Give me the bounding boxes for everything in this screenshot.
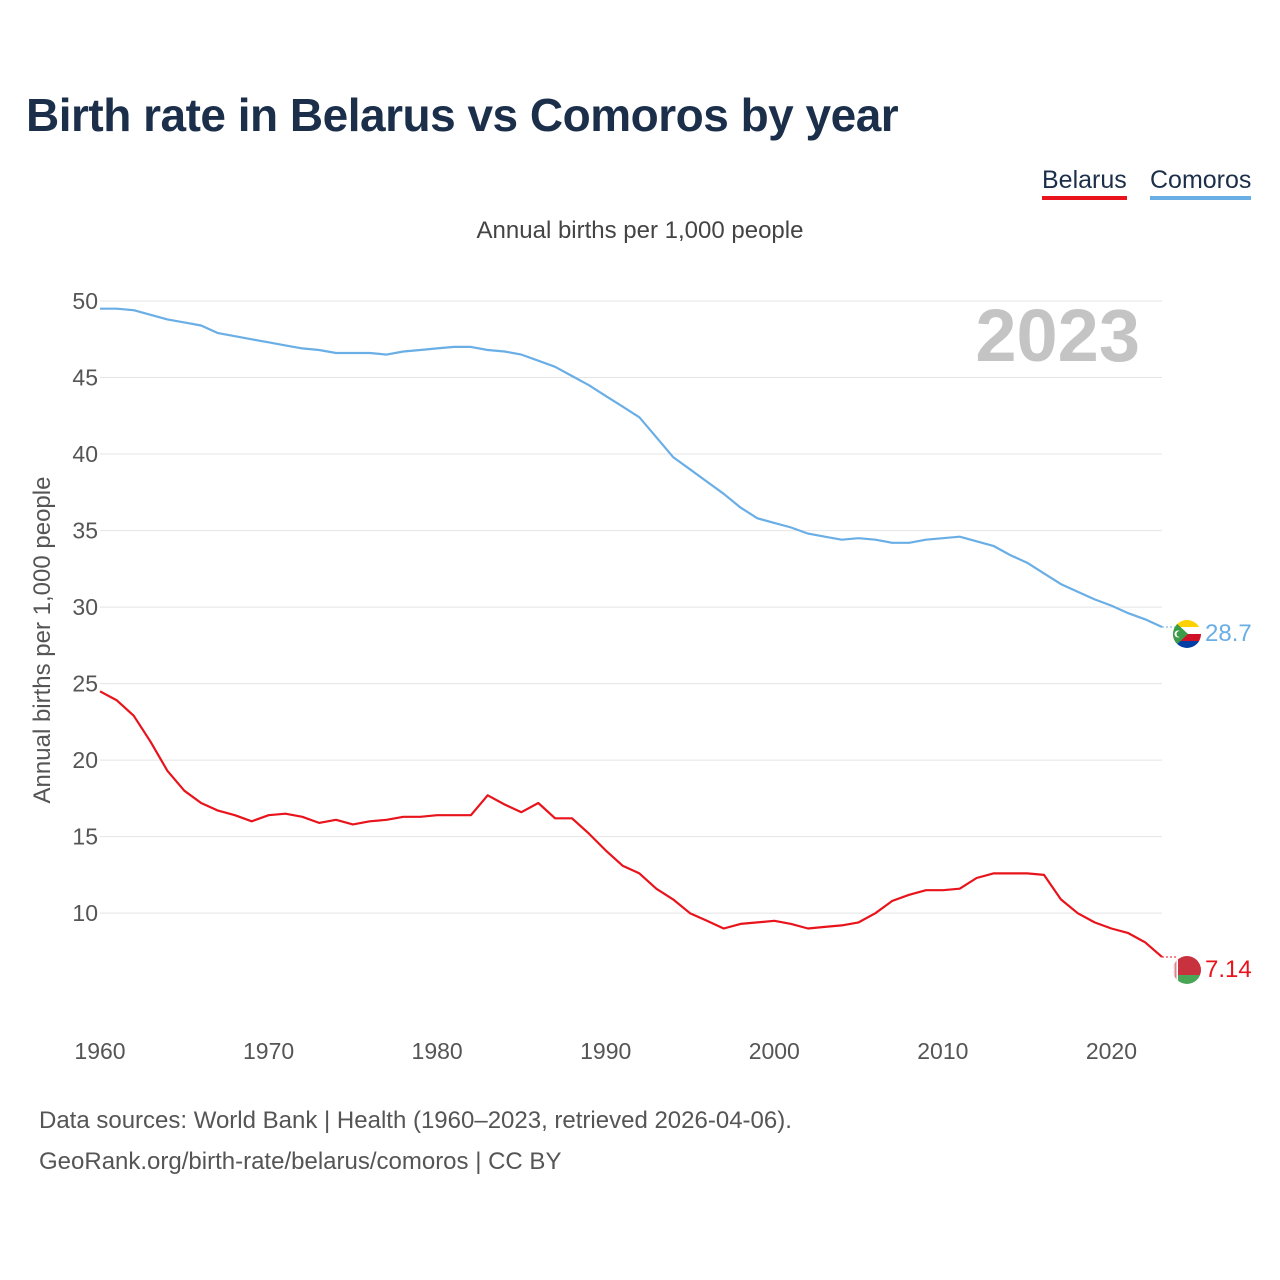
end-value-label-belarus: 7.14 xyxy=(1205,956,1252,983)
page-title: Birth rate in Belarus vs Comoros by year xyxy=(26,89,899,141)
y-tick-label: 20 xyxy=(72,747,98,773)
series-line-belarus[interactable] xyxy=(99,690,1163,958)
legend-item-comoros[interactable]: Comoros xyxy=(1150,166,1252,200)
series-line-comoros[interactable] xyxy=(100,307,1163,629)
x-tick-label: 1970 xyxy=(243,1038,294,1064)
source-link[interactable]: GeoRank.org/birth-rate/belarus/comoros |… xyxy=(39,1148,562,1175)
x-tick-label: 1980 xyxy=(412,1038,463,1064)
y-tick-label: 15 xyxy=(72,824,98,850)
x-tick-label: 1960 xyxy=(74,1038,125,1064)
y-tick-label: 30 xyxy=(72,594,98,620)
x-tick-label: 2020 xyxy=(1086,1038,1137,1064)
end-value-label-comoros: 28.7 xyxy=(1205,620,1252,647)
x-tick-label: 1990 xyxy=(580,1038,631,1064)
y-tick-label: 40 xyxy=(72,441,98,467)
source-note: Data sources: World Bank | Health (1960–… xyxy=(39,1107,792,1134)
y-tick-label: 10 xyxy=(72,900,98,926)
chart-subtitle: Annual births per 1,000 people xyxy=(476,217,804,244)
y-axis-label: Annual births per 1,000 people xyxy=(29,477,56,804)
year-watermark: 2023 xyxy=(975,294,1140,377)
x-tick-label: 2010 xyxy=(917,1038,968,1064)
legend-item-belarus[interactable]: Belarus xyxy=(1042,166,1127,200)
x-tick-label: 2000 xyxy=(749,1038,800,1064)
y-tick-label: 35 xyxy=(72,518,98,544)
belarus-flag-icon xyxy=(1173,956,1201,984)
comoros-flag-icon xyxy=(1173,620,1201,648)
y-tick-label: 50 xyxy=(72,288,98,314)
y-tick-label: 25 xyxy=(72,671,98,697)
y-tick-label: 45 xyxy=(72,365,98,391)
